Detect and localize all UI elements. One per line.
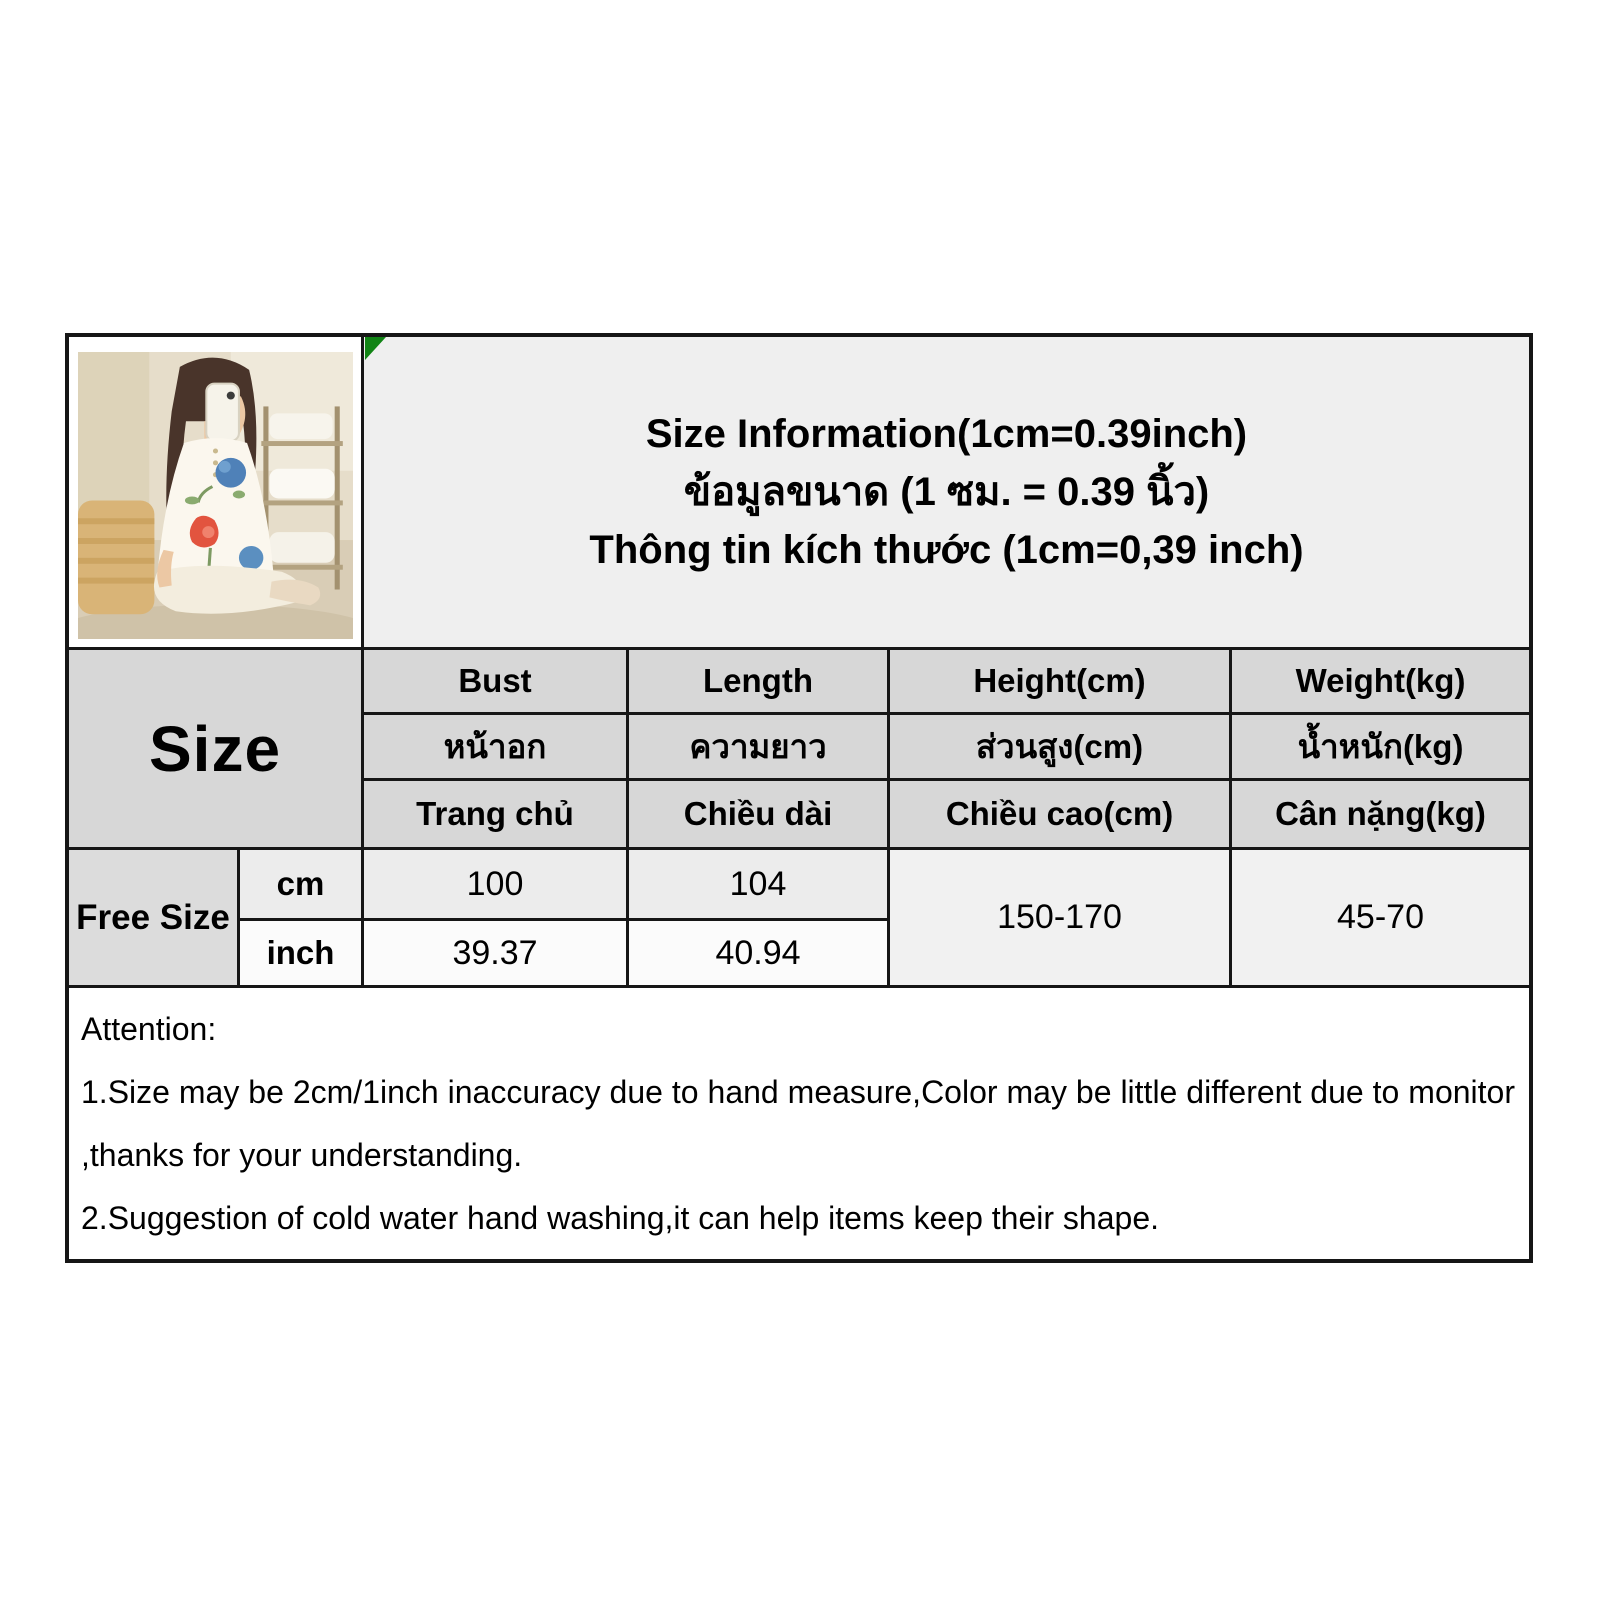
attention-note-1: 1.Size may be 2cm/1inch inaccuracy due t…	[81, 1074, 1515, 1173]
attention-note-2: 2.Suggestion of cold water hand washing,…	[81, 1200, 1159, 1236]
column-header-height-th: ส่วนสูง(cm)	[890, 715, 1229, 778]
column-header-weight-th: น้ำหนัก(kg)	[1232, 715, 1529, 778]
column-header-weight-vi: Cân nặng(kg)	[1232, 781, 1529, 847]
column-header-height-en: Height(cm)	[890, 650, 1229, 712]
product-photo-cell	[69, 337, 361, 647]
title-thai: ข้อมูลขนาด (1 ซม. = 0.39 นิ้ว)	[683, 470, 1210, 514]
title-vietnamese: Thông tin kích thước (1cm=0,39 inch)	[589, 528, 1304, 572]
column-header-length-th: ความยาว	[629, 715, 887, 778]
row-label-free-size: Free Size	[69, 850, 237, 985]
attention-notes: Attention: 1.Size may be 2cm/1inch inacc…	[69, 988, 1529, 1259]
value-bust-cm: 100	[364, 850, 626, 918]
column-header-bust-vi: Trang chủ	[364, 781, 626, 847]
size-corner-label: Size	[69, 650, 361, 847]
column-header-height-vi: Chiều cao(cm)	[890, 781, 1229, 847]
column-header-bust-th: หน้าอก	[364, 715, 626, 778]
column-header-bust-en: Bust	[364, 650, 626, 712]
size-chart-table: Size Information(1cm=0.39inch) ข้อมูลขนา…	[65, 333, 1533, 1263]
value-length-inch: 40.94	[629, 921, 887, 985]
value-length-cm: 104	[629, 850, 887, 918]
attention-heading: Attention:	[81, 1011, 217, 1047]
column-header-length-vi: Chiều dài	[629, 781, 887, 847]
title-cell: Size Information(1cm=0.39inch) ข้อมูลขนา…	[364, 337, 1529, 647]
unit-cm-label: cm	[240, 850, 361, 918]
value-bust-inch: 39.37	[364, 921, 626, 985]
column-header-weight-en: Weight(kg)	[1232, 650, 1529, 712]
column-header-length-en: Length	[629, 650, 887, 712]
unit-inch-label: inch	[240, 921, 361, 985]
title-english: Size Information(1cm=0.39inch)	[645, 412, 1248, 456]
value-weight-range: 45-70	[1232, 850, 1529, 985]
corner-flag-icon	[365, 337, 386, 360]
product-photo	[78, 352, 353, 639]
value-height-range: 150-170	[890, 850, 1229, 985]
